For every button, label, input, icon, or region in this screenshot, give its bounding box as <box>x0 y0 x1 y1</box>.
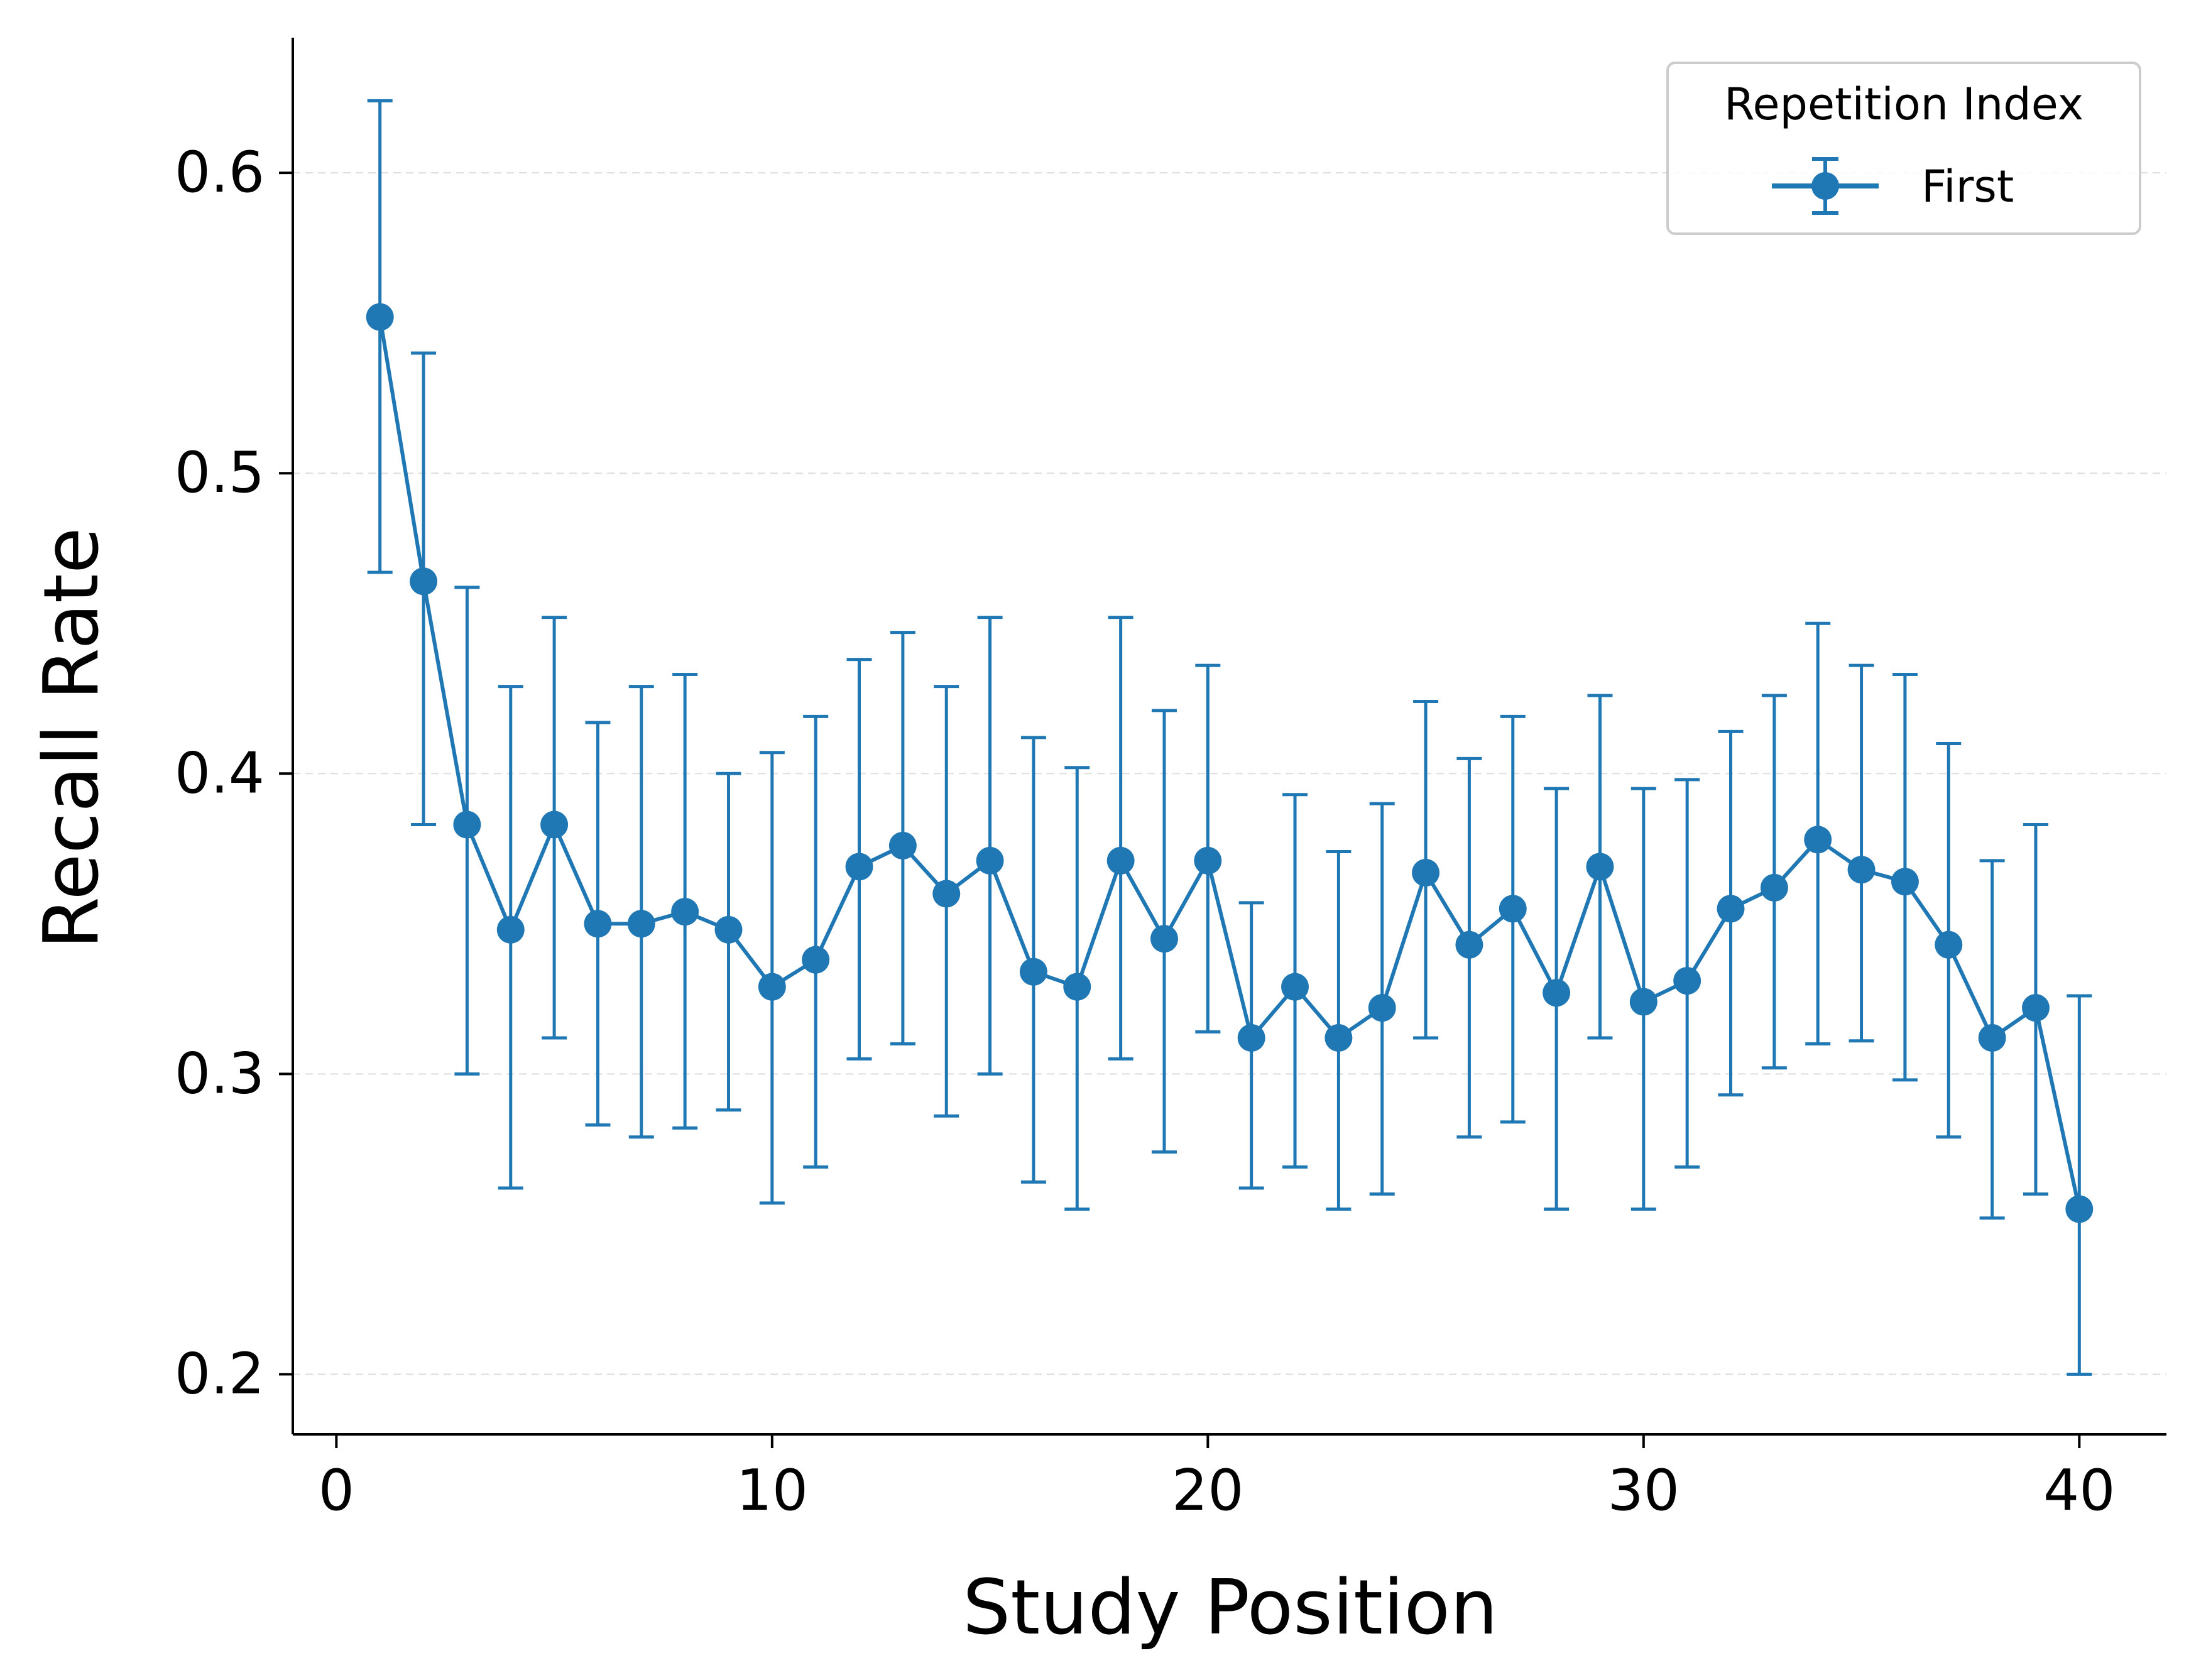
y-tick-label: 0.5 <box>175 440 265 506</box>
y-tick-label: 0.3 <box>175 1040 265 1106</box>
data-point <box>758 973 786 1001</box>
data-point <box>627 910 655 938</box>
series-lines <box>378 317 2082 1210</box>
error-bar <box>2067 994 2092 1376</box>
data-point <box>1935 930 1963 959</box>
error-bar <box>367 99 393 574</box>
x-ticks: 0 10 20 30 40 <box>319 1434 2116 1524</box>
y-axis-label: Recall Rate <box>28 527 116 949</box>
data-point <box>1150 925 1178 953</box>
data-point <box>410 567 438 596</box>
series-line <box>378 317 2082 1210</box>
x-tick-label: 0 <box>319 1458 354 1524</box>
data-point <box>1455 930 1483 959</box>
data-point <box>1324 1023 1353 1052</box>
error-bar <box>1108 616 1133 1061</box>
legend-title: Repetition Index <box>1724 79 2084 130</box>
legend-marker <box>1772 157 1879 215</box>
legend-frame <box>1666 62 2141 235</box>
data-point <box>1237 1023 1265 1052</box>
data-point <box>1629 988 1658 1016</box>
data-point <box>932 880 961 908</box>
data-point <box>1978 1023 2006 1052</box>
legend: Repetition Index First <box>1666 62 2141 235</box>
data-point <box>1673 967 1701 995</box>
error-bar <box>977 616 1003 1076</box>
data-point <box>453 810 481 839</box>
data-point <box>1804 826 1832 854</box>
data-points <box>366 303 2094 1223</box>
data-point <box>496 915 525 944</box>
data-point <box>1368 994 1396 1022</box>
x-tick-label: 20 <box>1172 1458 1244 1524</box>
data-point <box>1891 868 1919 896</box>
y-ticks: 0.2 0.3 0.4 0.5 0.6 <box>175 139 293 1407</box>
data-point <box>584 910 612 938</box>
data-point <box>1543 979 1571 1007</box>
data-point <box>1106 846 1135 875</box>
y-tick-label: 0.2 <box>175 1341 265 1407</box>
data-point <box>888 831 917 859</box>
grid-lines <box>293 172 2166 1375</box>
data-point <box>1281 973 1309 1001</box>
data-point <box>2021 994 2050 1022</box>
data-point <box>1412 859 1440 887</box>
data-point <box>2065 1195 2094 1223</box>
x-tick-label: 40 <box>2043 1458 2116 1524</box>
data-point <box>976 846 1004 875</box>
error-bar <box>803 714 829 1169</box>
x-axis-label: Study Position <box>963 1564 1498 1652</box>
data-point <box>1019 957 1047 986</box>
data-point <box>845 853 873 881</box>
data-point <box>1847 856 1876 884</box>
y-tick-label: 0.6 <box>175 139 265 205</box>
legend-entry-label: First <box>1921 161 2014 212</box>
data-point <box>1586 853 1614 881</box>
data-point <box>1063 973 1091 1001</box>
data-point <box>366 303 394 331</box>
data-point <box>802 946 830 974</box>
data-point <box>1760 873 1788 902</box>
y-tick-label: 0.4 <box>175 740 265 806</box>
data-point <box>1499 895 1527 923</box>
data-point <box>540 810 569 839</box>
error-bars <box>367 99 2092 1376</box>
data-point <box>714 915 743 944</box>
data-point <box>1194 846 1222 875</box>
axes <box>292 38 2166 1436</box>
error-bar <box>1849 663 1874 1043</box>
data-point <box>671 898 699 926</box>
data-point <box>1717 895 1745 923</box>
x-tick-label: 10 <box>736 1458 809 1524</box>
x-tick-label: 30 <box>1608 1458 1680 1524</box>
